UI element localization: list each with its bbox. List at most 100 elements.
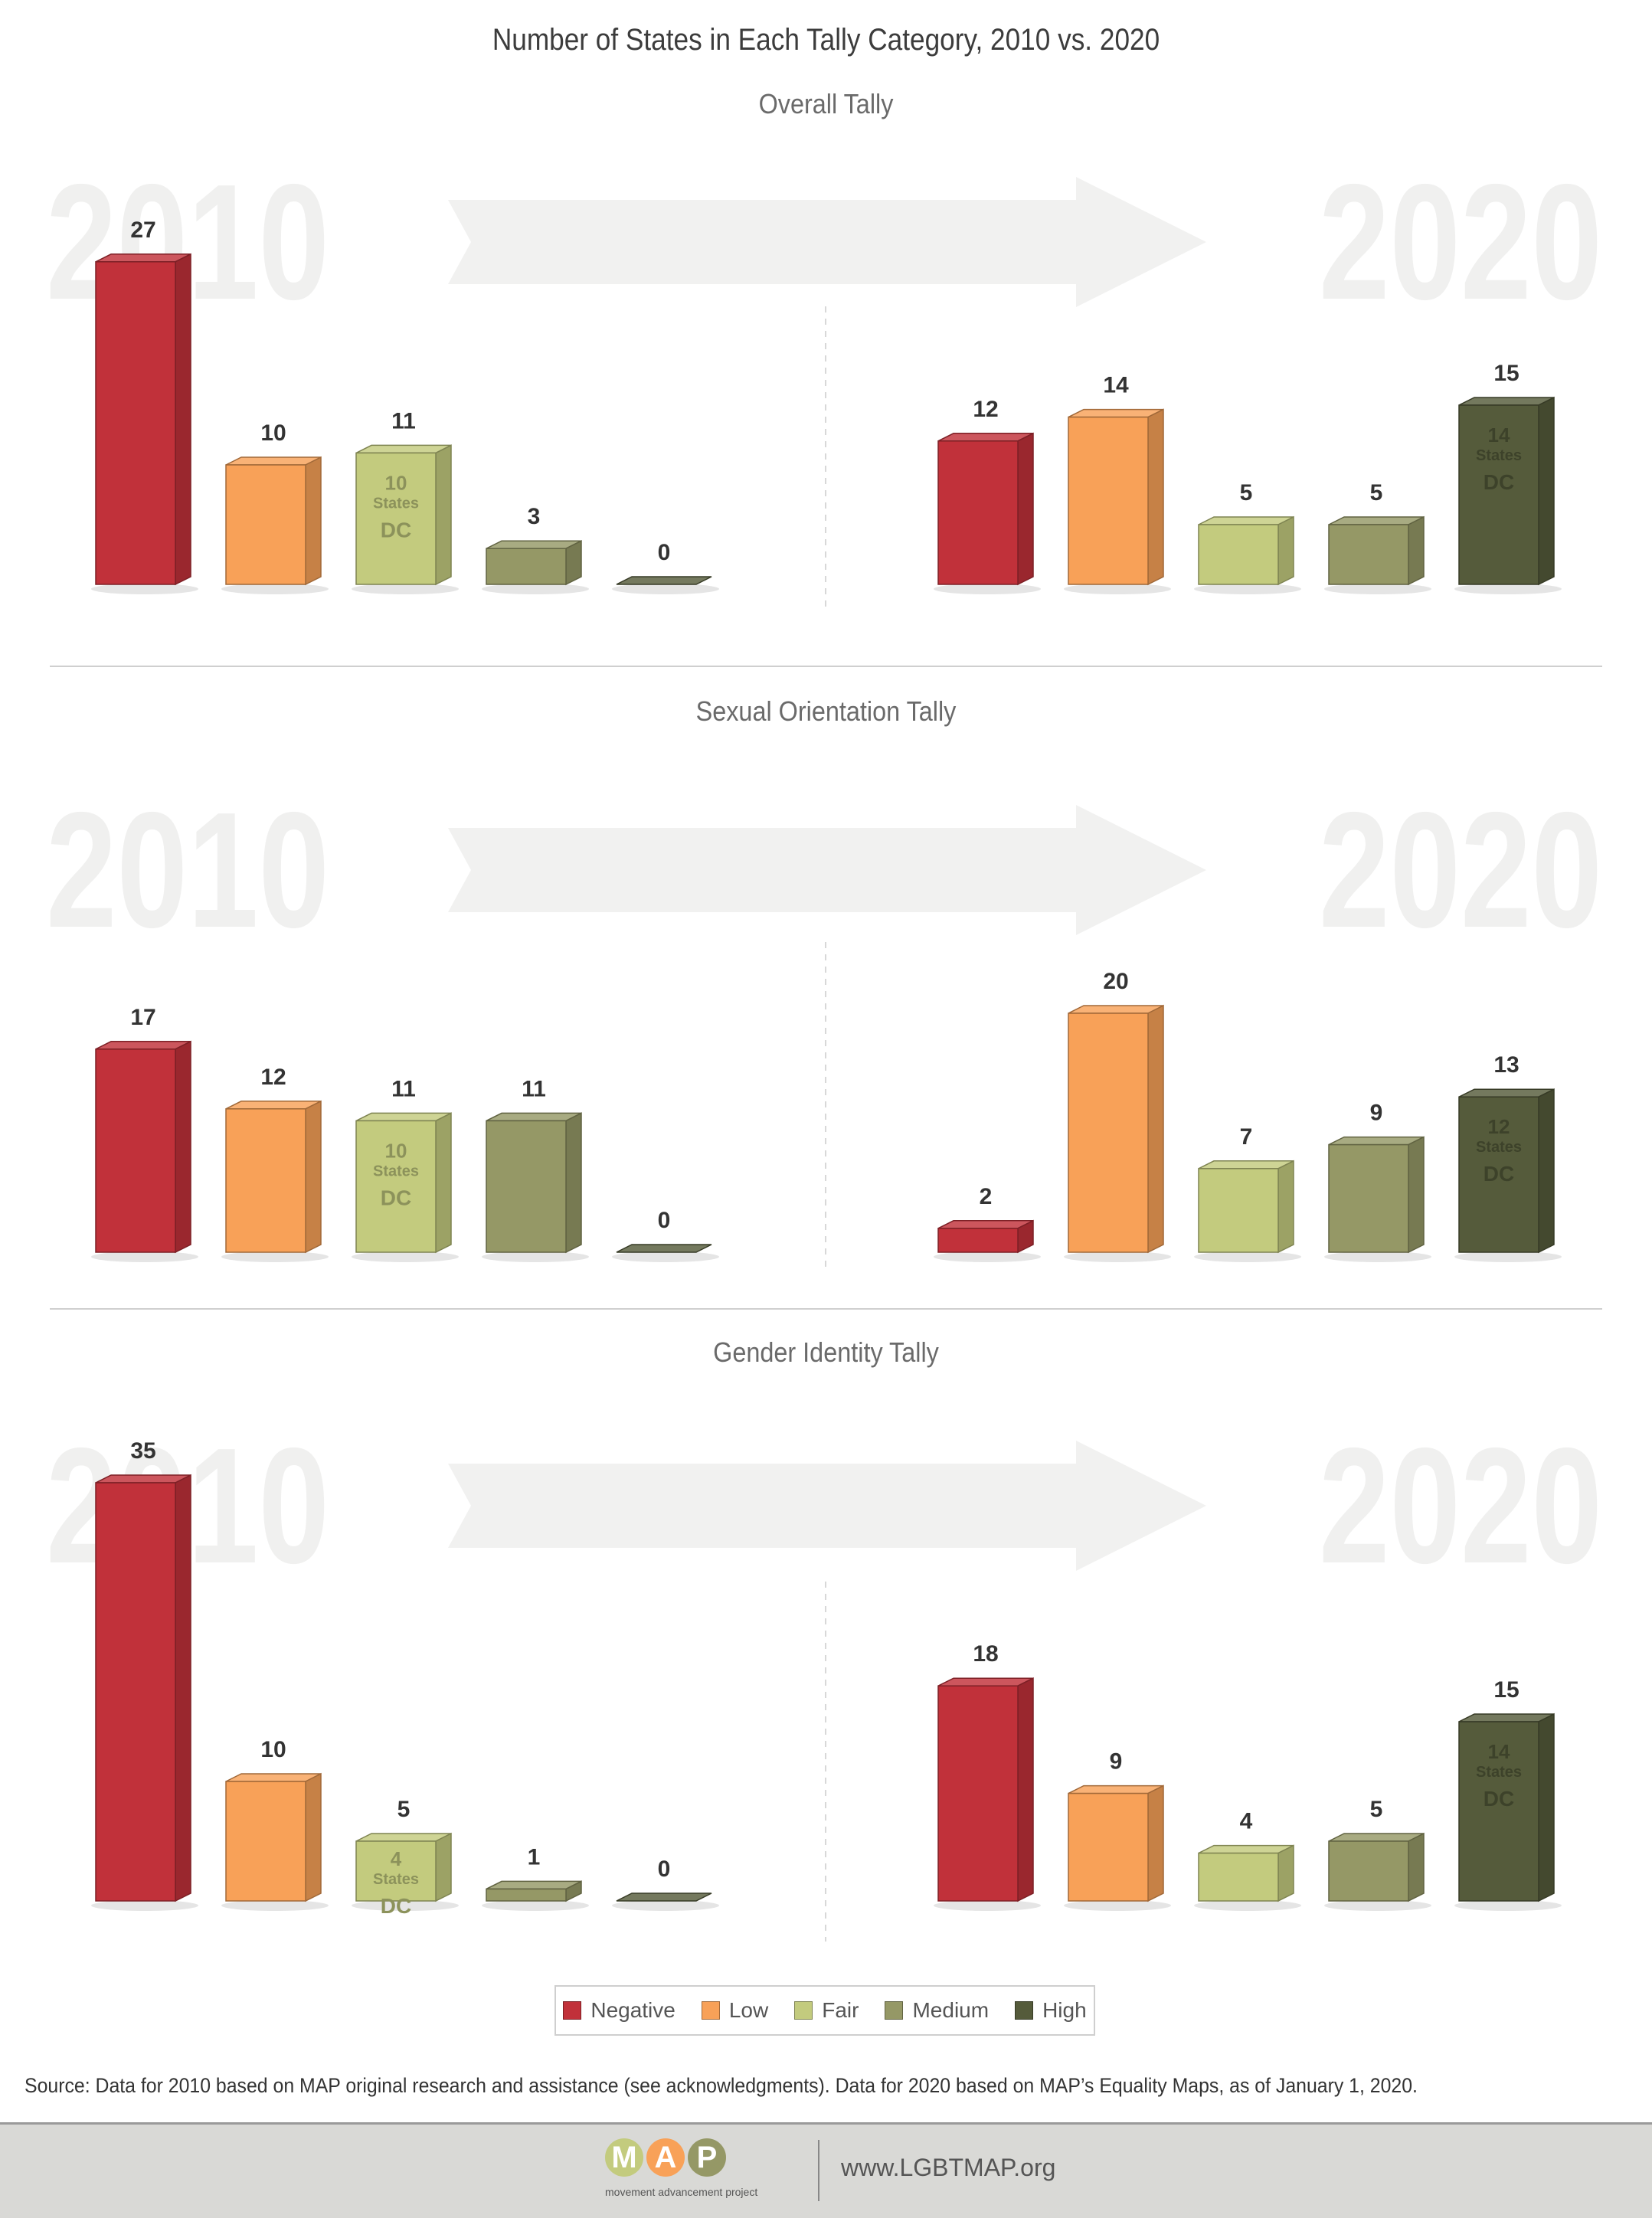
bar-2010-low: 10 bbox=[221, 1737, 329, 1911]
bar-2010-low: 12 bbox=[221, 1065, 329, 1262]
section-title: Overall Tally bbox=[758, 88, 894, 119]
bar-2020-medium: 9 bbox=[1324, 1101, 1431, 1262]
bar-side-face bbox=[435, 1832, 452, 1902]
bar-shadow bbox=[352, 584, 459, 594]
bar-front-face bbox=[95, 261, 176, 585]
bar-front-face bbox=[1068, 1012, 1149, 1253]
bar-shadow bbox=[482, 1900, 589, 1911]
bar-value-label: 0 bbox=[658, 1857, 671, 1882]
bar-shadow bbox=[1064, 584, 1171, 594]
bar-shadow bbox=[934, 1900, 1041, 1911]
bar-value-label: 5 bbox=[1240, 480, 1253, 505]
bar-value-label: 9 bbox=[1370, 1101, 1383, 1126]
bar-shadow bbox=[221, 584, 329, 594]
bar-2020-negative: 12 bbox=[934, 397, 1041, 594]
bar-shadow bbox=[1324, 1251, 1431, 1262]
bar-shadow bbox=[91, 1251, 198, 1262]
inner-states-word: States bbox=[373, 1871, 419, 1888]
bar-value-label: 15 bbox=[1493, 361, 1519, 386]
bar-2020-medium: 5 bbox=[1324, 480, 1431, 594]
bar-value-label: 2 bbox=[980, 1184, 993, 1209]
bar-front-face bbox=[1458, 404, 1539, 585]
source-note: Source: Data for 2010 based on MAP origi… bbox=[25, 2074, 1418, 2097]
bar-value-label: 11 bbox=[391, 1076, 416, 1101]
bar-value-label: 10 bbox=[260, 420, 286, 446]
bar-front-face bbox=[486, 548, 567, 585]
bar-value-label: 3 bbox=[528, 504, 541, 529]
bar-front-face bbox=[95, 1048, 176, 1253]
bar-front-face bbox=[1068, 416, 1149, 585]
legend-swatch bbox=[1015, 2001, 1034, 2020]
bar-2020-fair: 5 bbox=[1194, 480, 1301, 594]
legend-label: Medium bbox=[912, 1998, 990, 2022]
bar-side-face bbox=[1017, 1677, 1034, 1902]
bar-shadow bbox=[612, 1251, 719, 1262]
bar-front-face bbox=[225, 464, 306, 585]
bar-side-face bbox=[175, 1474, 191, 1902]
bar-value-label: 0 bbox=[658, 1208, 671, 1233]
bar-shadow bbox=[1454, 1251, 1562, 1262]
bar-side-face bbox=[1017, 432, 1034, 586]
section-title: Gender Identity Tally bbox=[713, 1336, 939, 1368]
bar-2020-fair: 4 bbox=[1194, 1809, 1301, 1911]
bar-front-face bbox=[1458, 1096, 1539, 1253]
bar-2020-low: 14 bbox=[1064, 373, 1171, 594]
chart-2: 20102020351054StatesDC10189451514StatesD… bbox=[46, 1413, 1602, 1942]
bar-shadow bbox=[1064, 1251, 1171, 1262]
bar-2010-medium: 1 bbox=[482, 1844, 589, 1911]
bar-value-label: 35 bbox=[130, 1438, 155, 1464]
bar-shadow bbox=[482, 1251, 589, 1262]
bar-side-face bbox=[305, 1100, 322, 1254]
bar-2020-low: 9 bbox=[1064, 1749, 1171, 1911]
inner-states-count: 10 bbox=[385, 1139, 407, 1162]
bar-shadow bbox=[1194, 1900, 1301, 1911]
inner-states-word: States bbox=[373, 495, 419, 512]
bar-front-face bbox=[1198, 1852, 1279, 1902]
bar-side-face bbox=[175, 1040, 191, 1254]
bar-side-face bbox=[1538, 396, 1555, 586]
bar-front-face bbox=[355, 1120, 437, 1253]
legend-label: High bbox=[1042, 1998, 1087, 2022]
bar-value-label: 20 bbox=[1103, 969, 1128, 994]
legend-label: Negative bbox=[590, 1998, 676, 2022]
bar-shadow bbox=[352, 1251, 459, 1262]
bar-front-face bbox=[1328, 1143, 1409, 1253]
arrow-icon bbox=[448, 805, 1206, 935]
bar-side-face bbox=[1408, 1136, 1425, 1254]
bar-side-face bbox=[435, 1112, 452, 1254]
bar-front-face bbox=[486, 1888, 567, 1902]
bar-side-face bbox=[1538, 1088, 1555, 1254]
legend-item-fair: Fair bbox=[794, 1998, 859, 2023]
bar-front-face bbox=[937, 1685, 1019, 1902]
bar-front-face bbox=[1328, 524, 1409, 585]
gender-identity-tally-section: Gender Identity Tally bbox=[713, 1336, 939, 1368]
sexual-orientation-tally-section: Sexual Orientation Tally bbox=[696, 695, 957, 727]
legend-label: Fair bbox=[822, 1998, 859, 2022]
bar-front-face bbox=[355, 1840, 437, 1902]
bar-front-face bbox=[1328, 1840, 1409, 1902]
inner-dc-label: DC bbox=[1484, 1787, 1514, 1811]
bar-side-face bbox=[305, 1772, 322, 1902]
bar-side-face bbox=[1147, 408, 1164, 586]
bar-front-face bbox=[225, 1781, 306, 1902]
bar-2010-negative: 17 bbox=[91, 1005, 198, 1262]
bar-value-label: 5 bbox=[397, 1797, 411, 1822]
bar-2010-medium: 11 bbox=[482, 1076, 589, 1262]
bar-value-label: 9 bbox=[1110, 1749, 1123, 1775]
bar-shadow bbox=[352, 1900, 459, 1911]
bar-value-label: 14 bbox=[1103, 373, 1129, 398]
bar-2020-negative: 2 bbox=[934, 1184, 1041, 1262]
bar-side-face bbox=[1147, 1785, 1164, 1902]
bar-top-face bbox=[616, 1244, 712, 1253]
map-logo: M A P movement advancement project bbox=[605, 2138, 797, 2200]
bar-shadow bbox=[934, 584, 1041, 594]
bar-side-face bbox=[305, 456, 322, 586]
bar-2010-medium: 3 bbox=[482, 504, 589, 594]
inner-dc-label: DC bbox=[381, 518, 411, 541]
bar-shadow bbox=[1454, 584, 1562, 594]
legend-item-high: High bbox=[1015, 1998, 1087, 2023]
bar-value-label: 13 bbox=[1493, 1052, 1519, 1078]
website-link[interactable]: www.LGBTMAP.org bbox=[841, 2154, 1056, 2181]
